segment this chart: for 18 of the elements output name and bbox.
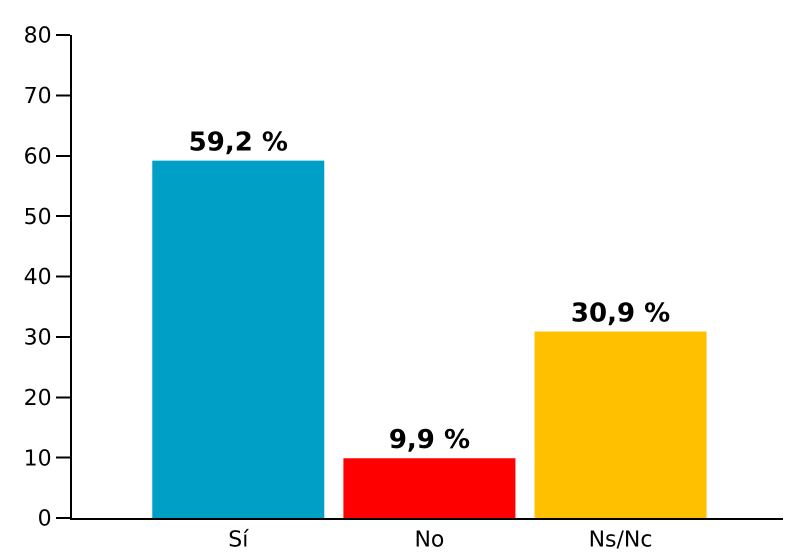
x-tick-label: Sí [228,527,250,552]
y-tick-label: 50 [24,204,52,230]
y-tick-label: 30 [24,326,52,351]
bar [343,458,516,518]
y-tick-label: 80 [24,24,52,49]
y-tick-label: 0 [38,506,52,532]
bar [152,160,324,518]
y-tick-label: 10 [24,446,52,472]
data-label: 30,9 % [570,298,670,328]
x-tick-label: Ns/Nc [588,527,652,552]
data-label: 9,9 % [388,425,470,456]
x-tick-label: No [414,527,444,552]
y-tick-label: 20 [24,386,52,411]
y-tick-label: 60 [24,144,52,170]
y-tick-label: 40 [24,265,52,290]
bar [534,331,707,518]
data-label: 59,2 % [188,128,288,158]
y-tick-label: 70 [24,84,52,110]
